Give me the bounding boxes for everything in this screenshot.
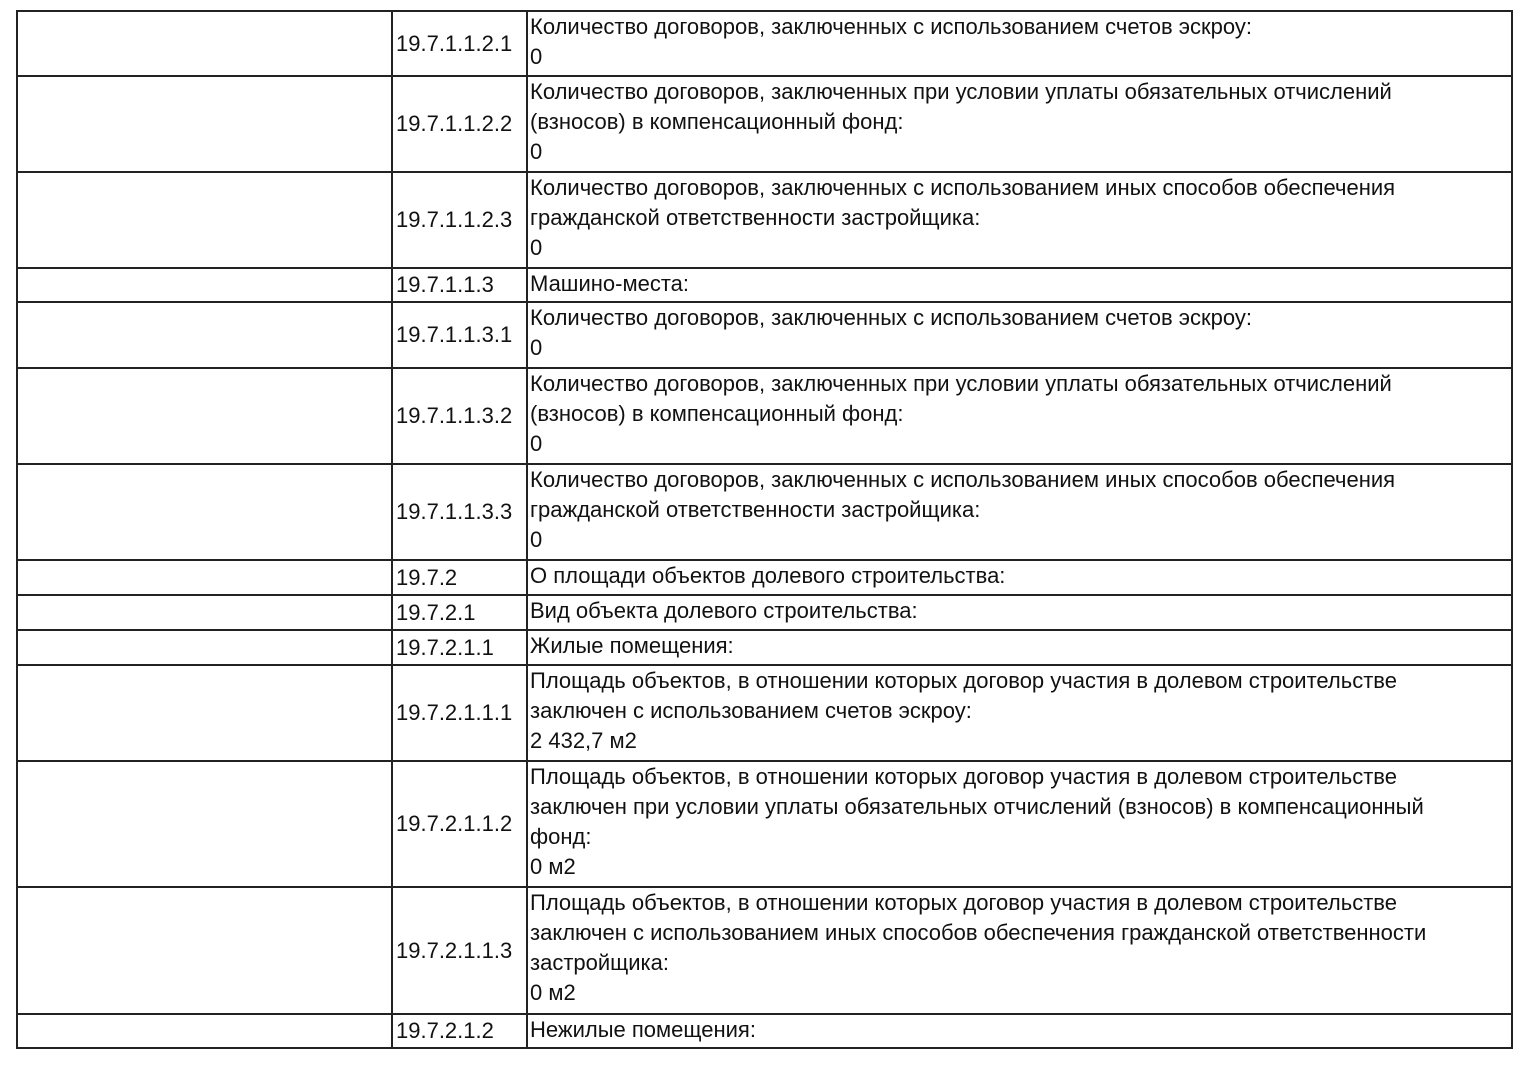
description-line: Количество договоров, заключенных с испо…	[530, 305, 1252, 330]
item-code: 19.7.1.1.3.2	[391, 367, 528, 465]
disclosure-table: 19.7.1.1.2.1 Количество договоров, заключ…	[16, 10, 1513, 1049]
description-line: гражданской ответственности застройщика:	[530, 205, 981, 230]
item-description: Количество договоров, заключенных с испо…	[526, 10, 1513, 77]
item-description: Площадь объектов, в отношении которых до…	[526, 760, 1513, 888]
description-line: О площади объектов долевого строительств…	[530, 563, 1006, 588]
item-description: Количество договоров, заключенных при ус…	[526, 367, 1513, 465]
item-code: 19.7.2.1.1.2	[391, 760, 528, 888]
item-value: 0	[530, 44, 543, 69]
empty-cell	[16, 886, 393, 1015]
table-row: 19.7.2.1 Вид объекта долевого строительст…	[16, 594, 1513, 631]
description-line: Количество договоров, заключенных с испо…	[530, 175, 1396, 200]
description-line: заключен с использованием счетов эскроу:	[530, 698, 972, 723]
item-code: 19.7.1.1.3.1	[391, 301, 528, 369]
item-value: 0 м2	[530, 854, 576, 879]
empty-cell	[16, 1013, 393, 1049]
item-description: Вид объекта долевого строительства:	[526, 594, 1513, 631]
description-line: фонд:	[530, 824, 592, 849]
empty-cell	[16, 594, 393, 631]
table-row: 19.7.2.1.1.3 Площадь объектов, в отношени…	[16, 886, 1513, 1015]
table-row: 19.7.1.1.3.2 Количество договоров, заключ…	[16, 367, 1513, 465]
description-line: застройщика:	[530, 950, 670, 975]
description-line: Количество договоров, заключенных при ус…	[530, 79, 1392, 104]
item-description: Жилые помещения:	[526, 629, 1513, 666]
item-description: Нежилые помещения:	[526, 1013, 1513, 1049]
empty-cell	[16, 171, 393, 269]
empty-cell	[16, 559, 393, 596]
item-code: 19.7.2.1.1.3	[391, 886, 528, 1015]
item-description: Количество договоров, заключенных с испо…	[526, 301, 1513, 369]
description-line: заключен с использованием иных способов …	[530, 920, 1427, 945]
item-code: 19.7.1.1.2.1	[391, 10, 528, 77]
item-code: 19.7.1.1.3.3	[391, 463, 528, 561]
item-description: Площадь объектов, в отношении которых до…	[526, 886, 1513, 1015]
description-line: Площадь объектов, в отношении которых до…	[530, 764, 1397, 789]
empty-cell	[16, 664, 393, 762]
table-row: 19.7.2 О площади объектов долевого строит…	[16, 559, 1513, 596]
empty-cell	[16, 267, 393, 303]
item-code: 19.7.1.1.2.2	[391, 75, 528, 173]
item-description: Количество договоров, заключенных при ус…	[526, 75, 1513, 173]
item-value: 0	[530, 235, 543, 260]
table-row: 19.7.2.1.1.2 Площадь объектов, в отношени…	[16, 760, 1513, 888]
table-row: 19.7.1.1.3.1 Количество договоров, заключ…	[16, 301, 1513, 369]
item-value: 2 432,7 м2	[530, 728, 637, 753]
description-line: заключен при условии уплаты обязательных…	[530, 794, 1424, 819]
item-description: Площадь объектов, в отношении которых до…	[526, 664, 1513, 762]
empty-cell	[16, 463, 393, 561]
table-row: 19.7.1.1.3.3 Количество договоров, заключ…	[16, 463, 1513, 561]
item-code: 19.7.1.1.2.3	[391, 171, 528, 269]
description-line: Нежилые помещения:	[530, 1017, 756, 1042]
table-row: 19.7.1.1.2.2 Количество договоров, заключ…	[16, 75, 1513, 173]
item-value: 0	[530, 335, 543, 360]
table-row: 19.7.1.1.2.3 Количество договоров, заключ…	[16, 171, 1513, 269]
description-line: (взносов) в компенсационный фонд:	[530, 109, 904, 134]
table-row: 19.7.2.1.1.1 Площадь объектов, в отношени…	[16, 664, 1513, 762]
description-line: Машино-места:	[530, 271, 689, 296]
item-code: 19.7.1.1.3	[391, 267, 528, 303]
empty-cell	[16, 367, 393, 465]
empty-cell	[16, 301, 393, 369]
item-value: 0	[530, 431, 543, 456]
description-line: Количество договоров, заключенных с испо…	[530, 467, 1396, 492]
description-line: Площадь объектов, в отношении которых до…	[530, 890, 1397, 915]
item-code: 19.7.2.1.1	[391, 629, 528, 666]
item-value: 0	[530, 139, 543, 164]
empty-cell	[16, 629, 393, 666]
item-code: 19.7.2.1.1.1	[391, 664, 528, 762]
table-row: 19.7.2.1.2 Нежилые помещения:	[16, 1013, 1513, 1049]
description-line: Жилые помещения:	[530, 633, 734, 658]
empty-cell	[16, 760, 393, 888]
table-row: 19.7.1.1.2.1 Количество договоров, заключ…	[16, 10, 1513, 77]
empty-cell	[16, 75, 393, 173]
item-description: Количество договоров, заключенных с испо…	[526, 463, 1513, 561]
description-line: (взносов) в компенсационный фонд:	[530, 401, 904, 426]
item-code: 19.7.2.1	[391, 594, 528, 631]
table-row: 19.7.1.1.3 Машино-места:	[16, 267, 1513, 303]
item-description: Машино-места:	[526, 267, 1513, 303]
item-value: 0 м2	[530, 980, 576, 1005]
item-code: 19.7.2.1.2	[391, 1013, 528, 1049]
item-value: 0	[530, 527, 543, 552]
description-line: Вид объекта долевого строительства:	[530, 598, 918, 623]
description-line: Количество договоров, заключенных с испо…	[530, 14, 1252, 39]
empty-cell	[16, 10, 393, 77]
item-description: О площади объектов долевого строительств…	[526, 559, 1513, 596]
description-line: Площадь объектов, в отношении которых до…	[530, 668, 1397, 693]
description-line: гражданской ответственности застройщика:	[530, 497, 981, 522]
description-line: Количество договоров, заключенных при ус…	[530, 371, 1392, 396]
item-code: 19.7.2	[391, 559, 528, 596]
item-description: Количество договоров, заключенных с испо…	[526, 171, 1513, 269]
table-row: 19.7.2.1.1 Жилые помещения:	[16, 629, 1513, 666]
